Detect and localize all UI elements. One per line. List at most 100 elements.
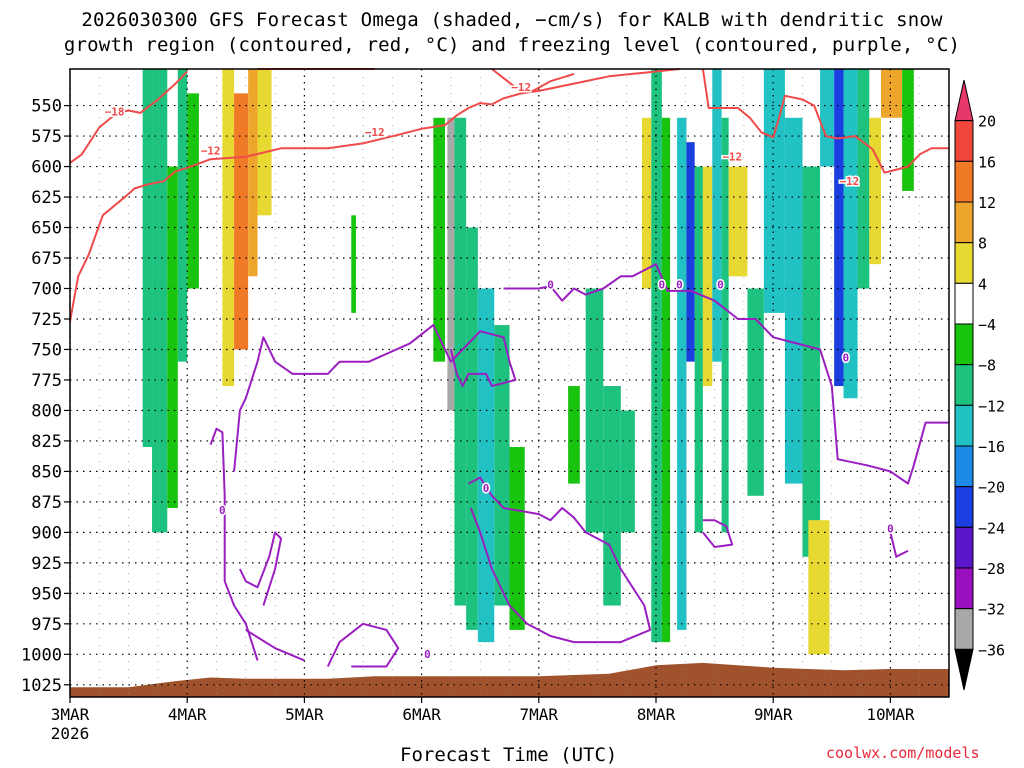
omega-band	[728, 166, 748, 277]
omega-band	[257, 69, 272, 216]
omega-band	[454, 117, 467, 606]
x-tick-label: 6MAR	[402, 705, 441, 724]
contour-label: −12	[365, 126, 385, 139]
colorbar-label: 12	[978, 194, 996, 212]
x-tick-label: 4MAR	[168, 705, 207, 724]
dgz-contour-12-right	[701, 68, 949, 174]
contour-label: −12	[839, 175, 859, 188]
contour-label: −12	[511, 81, 531, 94]
colorbar-label: −36	[978, 641, 1005, 659]
omega-band	[142, 69, 153, 448]
contour-label: 0	[887, 522, 894, 535]
contour-label: 0	[659, 278, 666, 291]
omega-band	[843, 69, 858, 399]
omega-band	[433, 117, 446, 362]
omega-band	[167, 166, 178, 508]
dgz-contour-12-lower	[69, 68, 680, 322]
omega-band	[802, 166, 821, 557]
omega-band	[712, 69, 722, 362]
colorbar-swatch	[954, 404, 974, 447]
y-tick-label: 550	[31, 97, 62, 117]
omega-band	[784, 117, 803, 484]
colorbar-label: −24	[978, 519, 1005, 537]
omega-band	[881, 69, 903, 118]
chart-title-line1: 2026030300 GFS Forecast Omega (shaded, −…	[81, 9, 943, 31]
colorbar-cap-top	[954, 79, 974, 122]
omega-band	[466, 227, 478, 630]
colorbar-swatch	[954, 201, 974, 244]
axes-layer: 550 575 600 625 650 675 700 725 750 775 800 825 850 8…	[21, 68, 950, 743]
y-tick-label: 625	[31, 188, 62, 208]
omega-band	[152, 69, 168, 533]
freezing-contour-0	[209, 427, 259, 661]
contour-label: −12	[201, 144, 221, 157]
chart-title-line2: growth region (contoured, red, °C) and f…	[63, 34, 961, 56]
contour-label: 0	[717, 278, 724, 291]
omega-band	[222, 69, 235, 387]
omega-band	[620, 410, 635, 533]
omega-band	[677, 117, 687, 630]
x-tick-label: 8MAR	[637, 705, 676, 724]
grid-layer	[69, 69, 949, 697]
x-tick-label: 10MAR	[866, 705, 915, 724]
y-tick-label: 900	[31, 523, 62, 543]
y-tick-label: 600	[31, 158, 62, 178]
colorbar-label: −20	[978, 479, 1005, 497]
omega-band	[661, 117, 671, 643]
x-tick-label: 5MAR	[285, 705, 324, 724]
colorbar: 20 16 12 8 4 −4 −8 −12 −16 −20 −24 −28 −32 −36	[954, 79, 1005, 691]
contour-label: −18	[105, 105, 125, 118]
colorbar-swatch	[954, 282, 974, 325]
y-tick-label: 700	[31, 279, 62, 299]
contour-label: 0	[843, 352, 850, 365]
omega-band	[747, 288, 764, 496]
colorbar-swatch	[954, 608, 974, 650]
colorbar-swatch	[954, 242, 974, 284]
y-tick-label: 1000	[21, 645, 62, 665]
omega-band	[869, 117, 882, 265]
omega-band	[447, 117, 455, 411]
omega-band	[568, 386, 580, 484]
surface-terrain	[70, 662, 949, 697]
omega-band	[721, 117, 729, 533]
colorbar-label: −12	[978, 397, 1005, 415]
omega-band	[702, 166, 713, 387]
colorbar-swatch	[954, 364, 974, 406]
omega-band	[494, 325, 510, 606]
x-axis-label: Forecast Time (UTC)	[400, 744, 618, 766]
contour-label: 0	[424, 648, 431, 661]
y-tick-label: 750	[31, 340, 62, 360]
x-tick-label: 3MAR	[51, 705, 90, 724]
y-tick-label: 775	[31, 371, 62, 391]
dgz-contour-18	[69, 70, 188, 164]
omega-band	[834, 69, 844, 387]
freezing-contour-0	[238, 531, 282, 606]
colorbar-label: 16	[978, 153, 996, 171]
y-tick-label: 875	[31, 493, 62, 513]
contour-label: 0	[219, 504, 226, 517]
colorbar-swatch	[954, 160, 974, 203]
y-tick-label: 1025	[21, 676, 62, 696]
colorbar-swatch	[954, 486, 974, 528]
freezing-contour-0	[889, 532, 909, 558]
freezing-contour-0	[233, 324, 517, 472]
omega-band	[686, 142, 695, 362]
colorbar-label: −8	[978, 357, 996, 375]
omega-band	[509, 447, 525, 630]
omega-band	[187, 93, 199, 289]
omega-band	[808, 520, 830, 655]
credit-link[interactable]: coolwx.com/models	[826, 744, 980, 762]
y-tick-label: 925	[31, 554, 62, 574]
contour-label: 0	[676, 278, 683, 291]
x-year-label: 2026	[51, 724, 90, 743]
dgz-contour-12-mid	[491, 68, 575, 92]
colorbar-swatch	[954, 120, 974, 162]
y-tick-label: 650	[31, 219, 62, 239]
contour-label: 0	[547, 278, 554, 291]
colorbar-label: 4	[978, 275, 987, 293]
omega-band	[857, 69, 870, 289]
colorbar-label: 8	[978, 235, 987, 253]
freezing-contour-0	[702, 519, 734, 548]
omega-band	[477, 288, 495, 643]
